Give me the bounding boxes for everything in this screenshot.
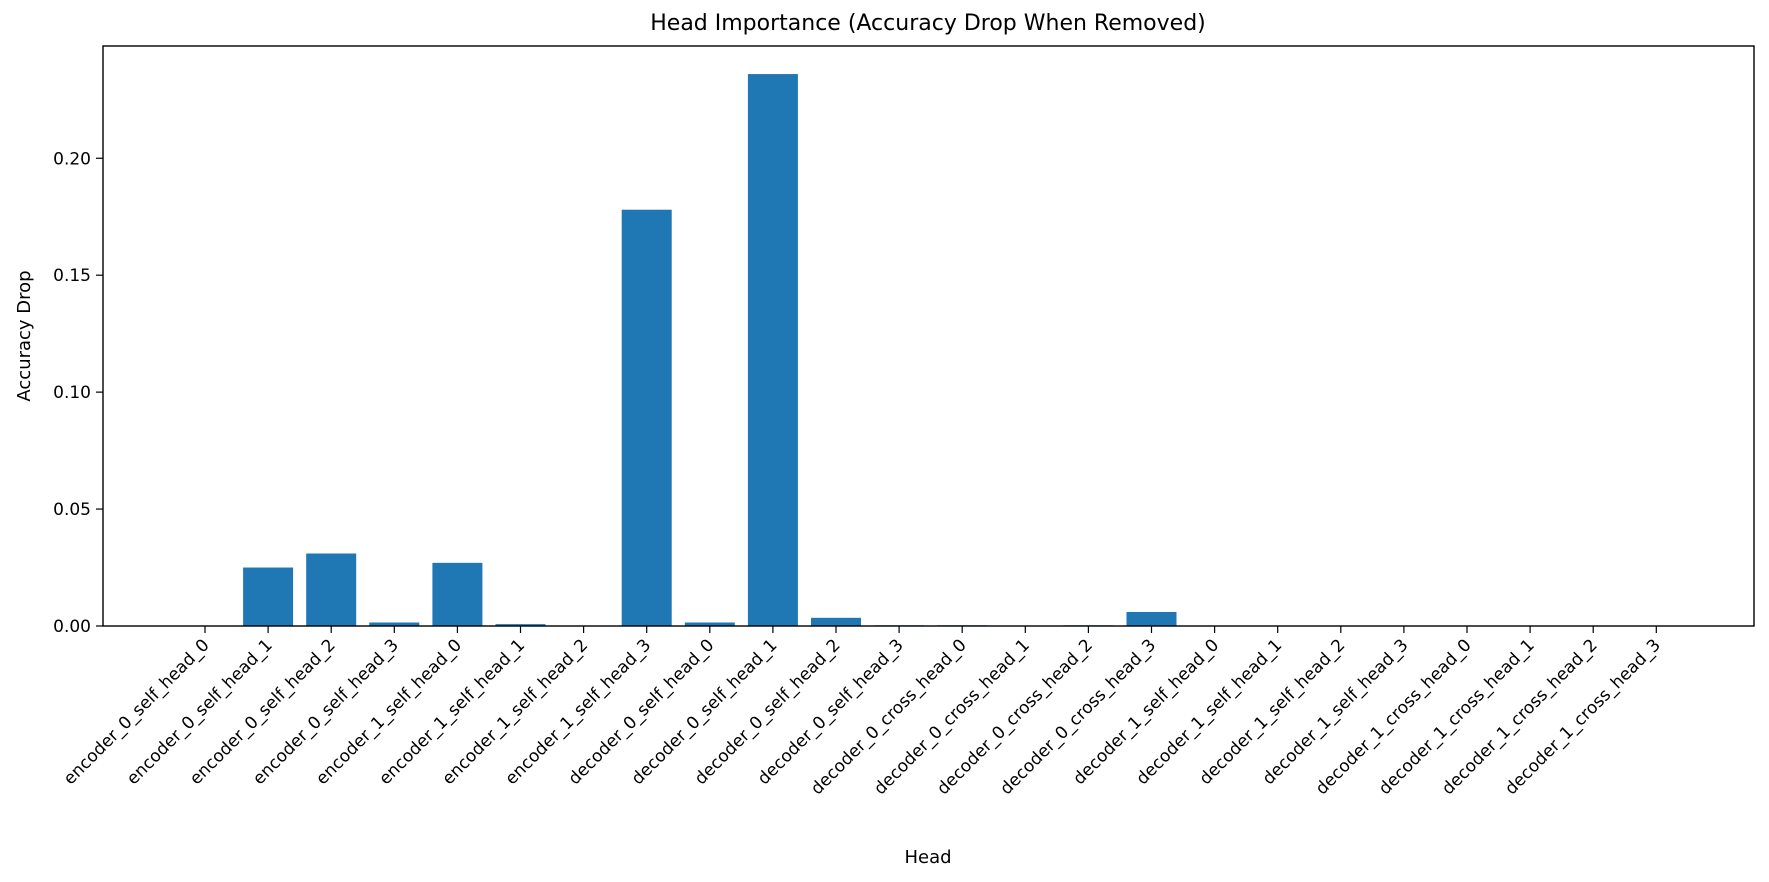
y-tick-label: 0.00: [53, 617, 91, 637]
bar: [306, 553, 357, 626]
bar: [684, 622, 735, 626]
y-axis-label: Accuracy Drop: [14, 270, 35, 401]
bar: [369, 622, 420, 626]
y-tick-label: 0.05: [53, 500, 91, 520]
chart-title: Head Importance (Accuracy Drop When Remo…: [650, 11, 1206, 36]
bar: [621, 209, 672, 626]
y-tick-label: 0.20: [53, 149, 91, 169]
bar: [432, 562, 483, 626]
bars-group: [243, 74, 1177, 626]
y-tick-label: 0.15: [53, 266, 91, 286]
bar: [243, 567, 294, 626]
y-tick-label: 0.10: [53, 383, 91, 403]
bar: [495, 624, 546, 626]
bar: [811, 617, 861, 626]
bar: [747, 74, 798, 626]
bar: [1126, 611, 1177, 626]
y-axis: 0.00 0.05 0.10 0.15 0.20: [53, 149, 103, 637]
x-axis-label: Head: [904, 847, 951, 868]
plot-frame: [102, 45, 1755, 627]
